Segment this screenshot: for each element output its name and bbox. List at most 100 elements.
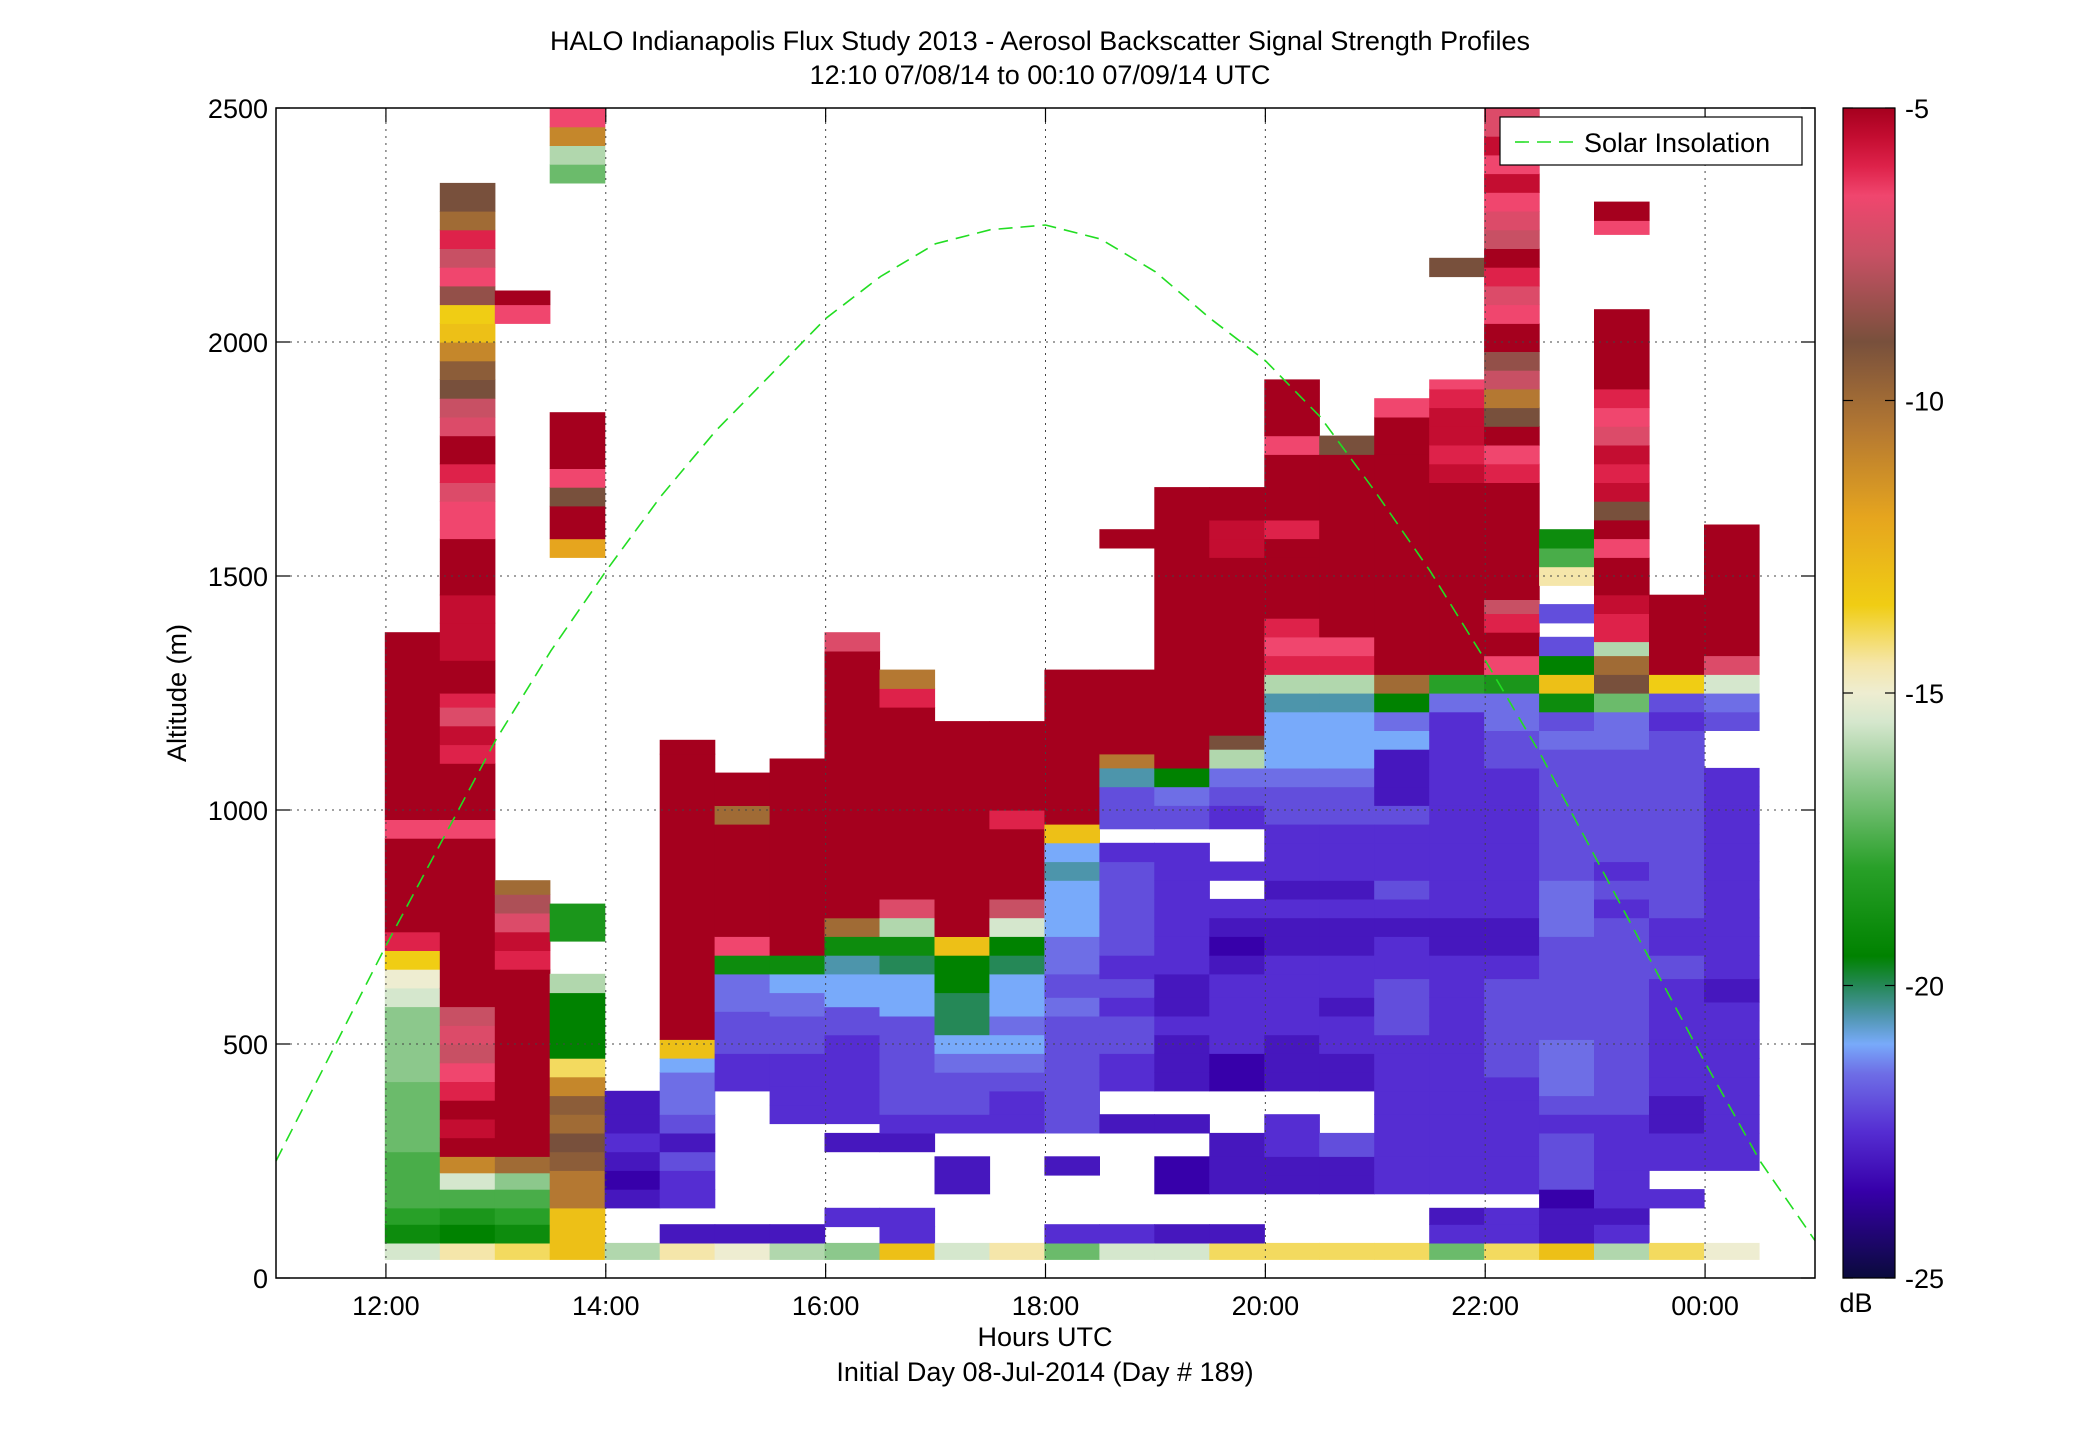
heatmap-cell: [1594, 674, 1650, 694]
heatmap-cell: [1154, 917, 1210, 937]
heatmap-cell: [1594, 613, 1650, 643]
heatmap-cell: [1374, 1156, 1430, 1176]
heatmap-cell: [549, 505, 606, 540]
heatmap-cell: [1264, 435, 1320, 455]
heatmap-cell: [1374, 1090, 1430, 1115]
heatmap-cell: [1154, 1072, 1210, 1092]
heatmap-cell: [1044, 997, 1100, 1017]
heatmap-cell: [934, 1242, 991, 1260]
heatmap-cell: [439, 1172, 496, 1190]
heatmap-cell: [1044, 1224, 1100, 1244]
heatmap-cell: [549, 1151, 606, 1171]
heatmap-cell: [439, 1100, 496, 1120]
heatmap-cell: [604, 1189, 661, 1209]
heatmap-cell: [1374, 416, 1430, 437]
heatmap-cell: [1264, 655, 1320, 675]
heatmap-cell: [384, 931, 441, 951]
heatmap-cell: [1484, 1076, 1540, 1101]
heatmap-cell: [1099, 1072, 1155, 1092]
heatmap-cell: [1154, 898, 1210, 919]
heatmap-cell: [1429, 1072, 1485, 1092]
heatmap-cell: [879, 688, 936, 708]
heatmap-cell: [1594, 786, 1650, 806]
heatmap-cell: [1154, 880, 1210, 900]
heatmap-cell: [1429, 674, 1485, 694]
heatmap-cell: [1649, 917, 1705, 937]
heatmap-cell: [1319, 1156, 1375, 1176]
heatmap-cell: [1264, 805, 1320, 825]
heatmap-cell: [659, 1039, 716, 1059]
heatmap-cell: [1594, 978, 1650, 1003]
heatmap-cell: [1594, 501, 1650, 521]
heatmap-cell: [1649, 749, 1705, 769]
heatmap-cell: [1484, 767, 1540, 788]
heatmap-cell: [1319, 786, 1375, 806]
heatmap-cell: [1539, 529, 1595, 549]
heatmap-cell: [1264, 454, 1320, 488]
heatmap-cell: [1099, 786, 1155, 806]
heatmap-cell: [1209, 936, 1265, 956]
heatmap-cell: [604, 1170, 661, 1190]
heatmap-cell: [1209, 898, 1265, 919]
heatmap-cell: [1704, 1242, 1760, 1260]
heatmap-cell: [1209, 557, 1265, 577]
heatmap-cell: [439, 323, 496, 343]
heatmap-cell: [1099, 997, 1155, 1017]
heatmap-cell: [1319, 898, 1375, 919]
heatmap-cell: [1484, 711, 1540, 731]
heatmap-cell: [1484, 842, 1540, 863]
heatmap-cell: [1319, 1242, 1375, 1260]
heatmap-cell: [1594, 749, 1650, 769]
heatmap-cell: [1374, 1034, 1430, 1054]
heatmap-cell: [1484, 267, 1540, 287]
heatmap-cell: [1649, 1039, 1705, 1059]
heatmap-cell: [1704, 978, 1760, 1003]
chart-title: HALO Indianapolis Flux Study 2013 - Aero…: [550, 26, 1530, 56]
heatmap-cell: [1484, 1242, 1540, 1260]
heatmap-cell: [1484, 786, 1540, 806]
heatmap-cell: [1264, 824, 1320, 844]
heatmap-cell: [714, 805, 771, 825]
heatmap-cell: [549, 468, 606, 488]
heatmap-cell: [769, 955, 826, 975]
heatmap-cell: [439, 519, 496, 540]
heatmap-cell: [1704, 936, 1760, 956]
heatmap-cell: [1374, 824, 1430, 844]
heatmap-cell: [879, 973, 936, 994]
heatmap-cell: [1044, 1090, 1100, 1115]
heatmap-cell: [1429, 1132, 1485, 1157]
heatmap-cell: [1704, 1095, 1760, 1115]
heatmap-cell: [1099, 669, 1155, 755]
colorbar-tick-label: -20: [1905, 972, 1944, 1002]
heatmap-cell: [1539, 1095, 1595, 1115]
heatmap-cell: [1099, 1053, 1155, 1073]
heatmap-cell: [549, 903, 606, 942]
heatmap-cell: [1484, 749, 1540, 769]
heatmap-cell: [1649, 711, 1705, 731]
heatmap-cell: [549, 412, 606, 469]
heatmap-cell: [1594, 1058, 1650, 1078]
heatmap-cell: [1594, 1189, 1650, 1209]
legend-entry-solar: Solar Insolation: [1584, 128, 1770, 158]
heatmap-cell: [1539, 1151, 1595, 1171]
heatmap-cell: [1099, 529, 1155, 549]
heatmap-cell: [1594, 693, 1650, 713]
heatmap-cell: [1594, 641, 1650, 657]
heatmap-cell: [1099, 1114, 1155, 1134]
heatmap-cell: [989, 1072, 1045, 1092]
heatmap-cell: [1649, 1076, 1705, 1097]
heatmap-cell: [1154, 936, 1210, 956]
heatmap-cell: [1484, 693, 1540, 713]
heatmap-cell: [1594, 655, 1650, 675]
heatmap-cell: [1319, 1132, 1375, 1157]
heatmap-cell: [1594, 1132, 1650, 1153]
heatmap-cell: [1429, 1034, 1485, 1054]
heatmap-cell: [384, 1081, 441, 1153]
heatmap-cell: [1429, 898, 1485, 919]
heatmap-cell: [1044, 1053, 1100, 1073]
heatmap-cell: [1209, 1072, 1265, 1092]
heatmap-cell: [1649, 1020, 1705, 1040]
heatmap-cell: [659, 1224, 716, 1244]
heatmap-cell: [1099, 767, 1155, 788]
heatmap-cell: [1429, 978, 1485, 998]
